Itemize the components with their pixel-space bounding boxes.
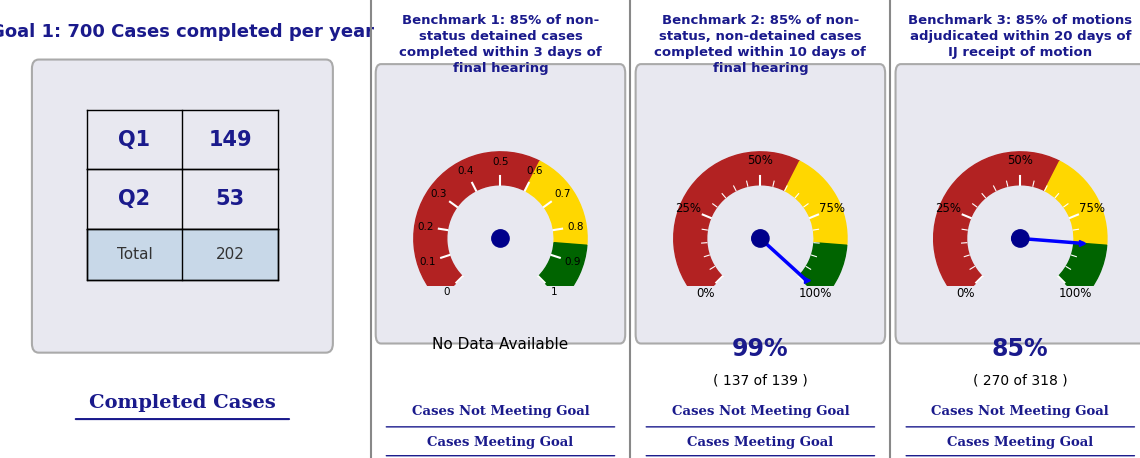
Text: Cases Meeting Goal: Cases Meeting Goal [947,436,1093,449]
Text: 0.5: 0.5 [492,157,508,167]
Text: 50%: 50% [1008,154,1033,167]
Wedge shape [798,243,847,300]
Text: Cases Not Meeting Goal: Cases Not Meeting Goal [931,405,1109,418]
Text: 50%: 50% [748,154,773,167]
Text: 202: 202 [215,247,245,262]
Text: 0%: 0% [956,287,975,300]
Text: Benchmark 1: 85% of non-
status detained cases
completed within 3 days of
final : Benchmark 1: 85% of non- status detained… [399,14,602,75]
Wedge shape [674,152,800,300]
Wedge shape [784,161,847,245]
Text: 85%: 85% [992,337,1049,360]
Text: 1: 1 [551,287,557,297]
Text: Cases Meeting Goal: Cases Meeting Goal [428,436,573,449]
Text: 0%: 0% [697,287,715,300]
Text: 25%: 25% [935,202,961,215]
Text: 0.8: 0.8 [568,222,584,232]
Wedge shape [414,152,540,300]
Text: 0.2: 0.2 [417,222,433,232]
FancyBboxPatch shape [636,64,885,344]
Text: Cases Meeting Goal: Cases Meeting Goal [687,436,833,449]
Text: Cases Not Meeting Goal: Cases Not Meeting Goal [671,405,849,418]
Text: No Data Available: No Data Available [432,337,569,352]
Circle shape [491,230,510,247]
Wedge shape [524,161,587,245]
Text: 0.4: 0.4 [457,165,474,175]
Text: Q1: Q1 [119,130,150,150]
Wedge shape [1044,161,1107,245]
Text: 0.6: 0.6 [527,165,544,175]
FancyBboxPatch shape [376,64,625,344]
Circle shape [751,230,770,247]
Text: Q2: Q2 [119,189,150,209]
Text: 0.9: 0.9 [564,257,581,267]
Circle shape [1011,230,1029,247]
Wedge shape [934,152,1060,300]
Text: 0.7: 0.7 [554,189,570,199]
Text: Completed Cases: Completed Cases [89,394,276,412]
FancyBboxPatch shape [32,60,333,353]
Wedge shape [1058,243,1107,300]
Text: ( 137 of 139 ): ( 137 of 139 ) [712,373,808,387]
Text: 0: 0 [443,287,450,297]
Text: 53: 53 [215,189,245,209]
Text: 75%: 75% [1080,202,1106,215]
Text: 25%: 25% [675,202,701,215]
Text: Total: Total [116,247,153,262]
FancyBboxPatch shape [896,64,1140,344]
Text: 100%: 100% [1059,287,1092,300]
Text: Cases Not Meeting Goal: Cases Not Meeting Goal [412,405,589,418]
Text: Benchmark 3: 85% of motions
adjudicated within 20 days of
IJ receipt of motion: Benchmark 3: 85% of motions adjudicated … [909,14,1132,59]
Text: 149: 149 [209,130,252,150]
Wedge shape [538,243,587,300]
Text: 99%: 99% [732,337,789,360]
Text: 0.1: 0.1 [420,257,437,267]
Text: 0.3: 0.3 [431,189,447,199]
Text: 75%: 75% [820,202,846,215]
FancyBboxPatch shape [87,229,278,279]
Text: Goal 1: 700 Cases completed per year: Goal 1: 700 Cases completed per year [0,23,374,41]
Text: ( 270 of 318 ): ( 270 of 318 ) [972,373,1068,387]
Text: Benchmark 2: 85% of non-
status, non-detained cases
completed within 10 days of
: Benchmark 2: 85% of non- status, non-det… [654,14,866,75]
Text: 100%: 100% [799,287,832,300]
